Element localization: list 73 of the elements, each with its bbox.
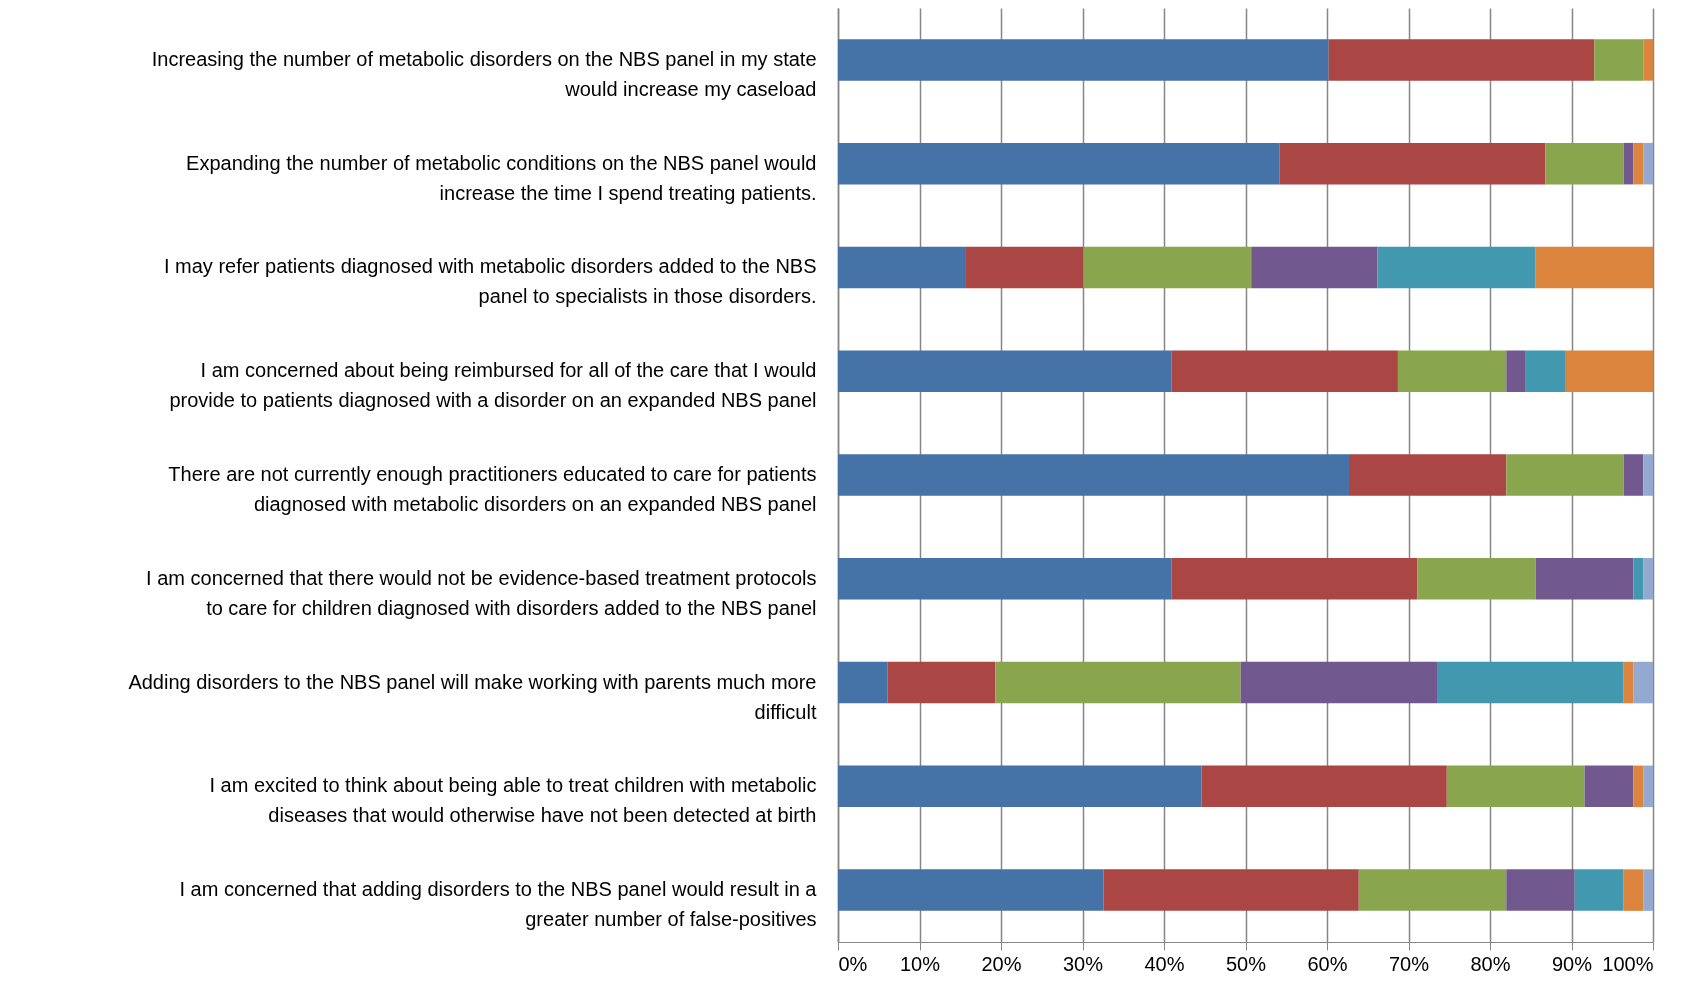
bar <box>1643 765 1653 808</box>
bar <box>838 350 1172 392</box>
bar <box>1437 661 1624 704</box>
y-tick-label: I am concerned that adding disorders to the NBS panel would result in a greater number of false-positives <box>179 878 818 931</box>
x-tick-label: 10% <box>899 952 941 975</box>
bar <box>1633 142 1644 185</box>
bar <box>1083 246 1252 289</box>
bar <box>1564 350 1653 392</box>
bar <box>1623 454 1644 496</box>
bar <box>838 558 1172 600</box>
bar <box>838 246 966 289</box>
bar <box>1328 39 1595 81</box>
bar <box>1349 454 1507 496</box>
bar <box>1633 765 1644 808</box>
bar <box>1171 350 1398 392</box>
bar <box>1279 142 1546 185</box>
bar <box>1643 39 1653 81</box>
x-tick-label: 80% <box>1470 952 1511 975</box>
bar <box>1103 869 1359 911</box>
bar <box>1584 765 1634 808</box>
bar <box>1506 454 1624 496</box>
bar <box>1201 765 1447 808</box>
bar <box>1535 246 1653 289</box>
bar <box>1594 39 1644 81</box>
bar <box>838 142 1280 185</box>
y-tick-label: I am concerned about being reimbursed for all of the care that I would provide to patients diagnosed with a disorder on an expanded NBS panel <box>169 359 817 412</box>
bar <box>1358 869 1507 911</box>
bar <box>1643 142 1653 185</box>
bar <box>838 661 888 704</box>
bar <box>1525 350 1565 392</box>
bar <box>1240 661 1438 704</box>
bar <box>1574 869 1624 911</box>
bar <box>965 246 1084 289</box>
bar <box>838 454 1350 496</box>
x-tick-label: 90% <box>1551 952 1593 975</box>
bar <box>1377 246 1536 289</box>
bar <box>1251 246 1378 289</box>
bar <box>1417 558 1536 600</box>
bar <box>1535 558 1634 600</box>
bar <box>1545 142 1624 185</box>
y-tick-label: Expanding the number of metabolic conditions on the NBS panel would increase the time I spend treating patients. <box>186 151 817 204</box>
x-tick-label: 50% <box>1225 952 1267 975</box>
bar <box>1623 869 1644 911</box>
bar <box>838 39 1329 81</box>
bar <box>1633 661 1653 704</box>
x-tick-label: 0% <box>838 952 868 975</box>
bar <box>1171 558 1418 600</box>
bar <box>1623 142 1634 185</box>
bar <box>1623 661 1634 704</box>
y-tick-label: Adding disorders to the NBS panel will make working with parents much more difficult <box>128 670 817 723</box>
y-tick-label: I am concerned that there would not be evidence-based treatment protocols to care for children diagnosed with disorders added to the NBS panel <box>146 566 817 619</box>
bar <box>995 661 1241 704</box>
y-tick-label: There are not currently enough practitioners educated to care for patients diagnosed with metabolic disorders on an expanded NBS panel <box>168 463 817 515</box>
bar <box>1506 350 1526 392</box>
bar <box>1506 869 1575 911</box>
bar <box>1643 558 1653 600</box>
bar <box>1643 869 1653 911</box>
x-tick-label: 70% <box>1388 952 1430 975</box>
x-tick-label: 20% <box>981 952 1022 975</box>
bar <box>1633 558 1644 600</box>
x-tick-label: 30% <box>1062 952 1104 975</box>
y-tick-label: I may refer patients diagnosed with metabolic disorders added to the NBS panel to specialists in those disorders. <box>163 255 817 308</box>
bar <box>838 765 1202 808</box>
y-tick-label: I am excited to think about being able to treat children with metabolic diseases that would otherwise have not been detected at birth <box>209 774 817 827</box>
x-tick-label: 100% <box>1602 952 1654 975</box>
bar <box>1643 454 1653 496</box>
y-tick-label: Increasing the number of metabolic disorders on the NBS panel in my state would increase my caseload <box>151 47 817 100</box>
x-tick-label: 40% <box>1144 952 1185 975</box>
bar <box>887 661 996 704</box>
x-tick-label: 60% <box>1307 952 1348 975</box>
bar <box>838 869 1104 911</box>
bar <box>1446 765 1585 808</box>
bar <box>1397 350 1507 392</box>
